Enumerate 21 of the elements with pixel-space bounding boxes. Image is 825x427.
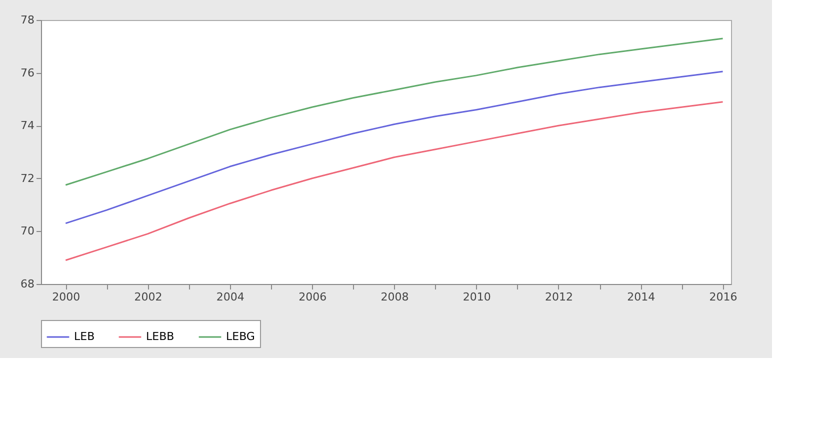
x-tick-label: 2010: [462, 290, 491, 304]
y-tick-label: 74: [20, 119, 34, 132]
x-tick-label: 2016: [709, 290, 738, 304]
y-tick-label: 72: [20, 172, 34, 185]
y-tick-label: 76: [20, 66, 34, 80]
legend-label: LEB: [74, 330, 95, 343]
x-tick-label: 2008: [380, 290, 409, 304]
legend-label: LEBB: [146, 330, 174, 343]
y-tick-label: 78: [20, 14, 34, 26]
line-series: [64, 101, 724, 261]
x-tick-label: 2014: [627, 290, 656, 304]
y-tick-label: 68: [20, 278, 34, 290]
line-series: [64, 70, 724, 224]
legend-label: LEBG: [226, 330, 255, 343]
x-tick-label: 2004: [216, 290, 244, 304]
y-tick-label: 70: [20, 224, 34, 238]
x-tick-label: 2000: [52, 290, 80, 304]
x-tick-label: 2012: [545, 290, 573, 304]
x-tick-label: 2006: [298, 290, 327, 304]
x-tick-label: 2002: [134, 290, 162, 304]
line-series: [64, 38, 724, 186]
